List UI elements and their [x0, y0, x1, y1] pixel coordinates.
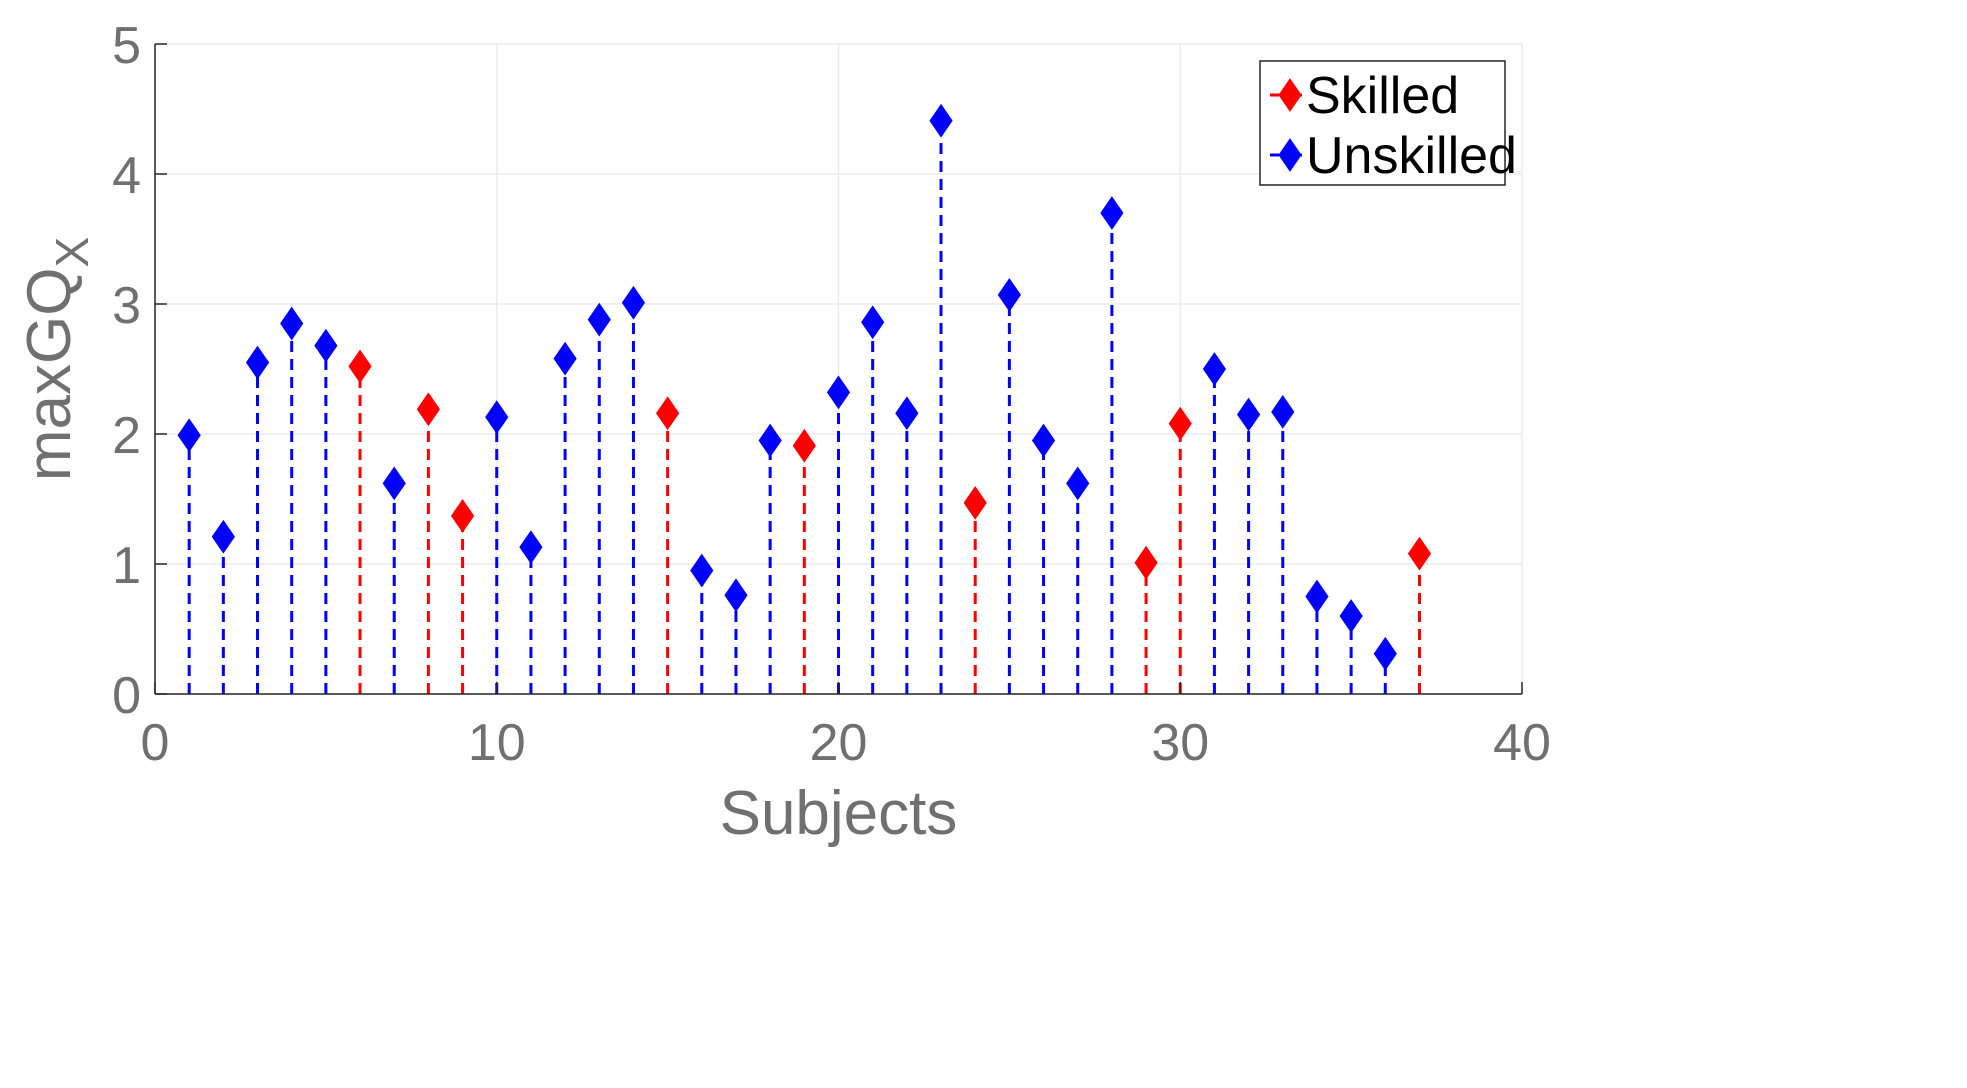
x-axis-title: Subjects — [720, 779, 958, 848]
unskilled-marker — [1236, 397, 1261, 432]
unskilled-marker — [1066, 466, 1090, 501]
skilled-marker — [348, 349, 372, 384]
x-tick-label: 20 — [810, 714, 868, 772]
unskilled-marker — [758, 423, 782, 458]
x-tick-label: 40 — [1493, 714, 1551, 772]
skilled-marker — [792, 428, 816, 463]
y-tick-label: 1 — [112, 537, 141, 595]
legend-unskilled-label: Unskilled — [1306, 127, 1517, 185]
stem-markers — [177, 103, 1432, 671]
unskilled-marker — [280, 306, 304, 341]
unskilled-marker — [211, 519, 235, 554]
skilled-marker — [416, 392, 441, 427]
unskilled-marker — [1100, 196, 1124, 230]
unskilled-marker — [1305, 579, 1329, 614]
axes — [154, 43, 1523, 695]
y-tick-label: 4 — [112, 147, 141, 205]
skilled-marker — [963, 486, 987, 520]
unskilled-marker — [1202, 352, 1227, 386]
y-tick-label: 3 — [112, 277, 141, 335]
unskilled-marker — [1339, 599, 1363, 633]
unskilled-marker — [314, 328, 338, 363]
unskilled-marker — [382, 466, 406, 501]
legend-skilled-marker — [1278, 78, 1302, 112]
skilled-marker — [656, 396, 680, 431]
unskilled-marker — [1031, 423, 1056, 458]
y-axis-title-subscript: X — [46, 237, 98, 268]
y-tick-label: 0 — [112, 667, 141, 725]
x-tick-label: 30 — [1151, 714, 1209, 772]
unskilled-marker — [997, 278, 1021, 312]
y-axis-title-main: maxGQ — [15, 268, 84, 482]
unskilled-marker — [1373, 636, 1397, 671]
legend-box — [1259, 60, 1506, 186]
x-tick-label: 0 — [141, 714, 170, 772]
unskilled-marker — [895, 396, 919, 431]
unskilled-marker — [519, 530, 543, 564]
tick-labels: 0 10 20 30 40 0 1 2 3 4 5 — [112, 17, 1551, 772]
stem-lines — [187, 120, 1421, 694]
unskilled-marker — [690, 553, 714, 588]
y-tick-label: 2 — [112, 407, 141, 465]
unskilled-marker — [724, 578, 748, 613]
legend-unskilled-marker — [1278, 138, 1302, 172]
unskilled-marker — [553, 341, 577, 376]
y-axis-title: maxGQX — [15, 237, 98, 481]
unskilled-marker — [861, 305, 885, 340]
skilled-marker — [1407, 536, 1432, 571]
unskilled-marker — [1271, 395, 1295, 429]
legend-skilled-label: Skilled — [1306, 67, 1459, 125]
x-tick-label: 10 — [468, 714, 526, 772]
skilled-marker — [1134, 545, 1158, 580]
unskilled-marker — [177, 418, 201, 453]
skilled-marker — [450, 499, 475, 533]
skilled-marker — [1168, 406, 1192, 441]
unskilled-marker — [621, 285, 646, 320]
unskilled-marker — [485, 400, 509, 434]
unskilled-marker — [587, 302, 611, 337]
unskilled-marker — [826, 375, 851, 410]
y-tick-label: 5 — [112, 17, 141, 75]
unskilled-marker — [245, 345, 270, 380]
unskilled-marker — [929, 103, 953, 138]
